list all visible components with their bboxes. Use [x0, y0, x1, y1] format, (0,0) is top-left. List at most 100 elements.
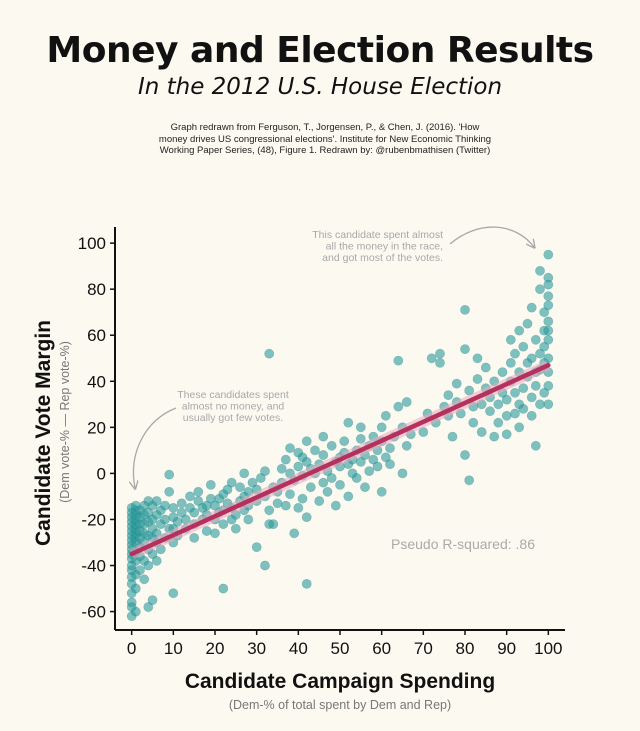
data-point	[339, 436, 350, 447]
data-point	[343, 491, 354, 502]
data-point	[530, 380, 541, 391]
y-tick-label: 20	[87, 418, 106, 437]
data-point	[243, 514, 254, 525]
data-point	[130, 606, 141, 617]
data-point	[160, 500, 170, 511]
data-point	[268, 519, 279, 529]
data-point	[539, 307, 550, 318]
data-point	[526, 302, 537, 313]
data-point	[480, 362, 491, 373]
data-point	[460, 450, 470, 460]
data-point	[255, 473, 266, 483]
data-point	[468, 417, 479, 428]
data-point	[543, 325, 554, 336]
data-point	[310, 445, 320, 456]
data-point	[535, 284, 545, 295]
data-point	[164, 486, 175, 497]
data-point	[189, 533, 200, 543]
data-point	[535, 399, 545, 410]
data-point	[443, 390, 454, 400]
data-point	[351, 473, 362, 483]
data-point	[147, 595, 158, 605]
data-point	[518, 341, 529, 352]
data-point	[464, 475, 475, 486]
data-point	[435, 348, 445, 359]
regression-fit	[129, 360, 551, 560]
data-point	[522, 318, 533, 329]
data-point	[530, 334, 541, 345]
data-point	[397, 468, 408, 479]
data-point	[326, 473, 337, 483]
data-point	[543, 291, 554, 301]
x-tick-label: 0	[127, 639, 136, 658]
data-point	[301, 512, 312, 523]
data-point	[376, 486, 387, 497]
x-axis-subtitle: (Dem-% of total spent by Dem and Rep)	[229, 698, 451, 712]
data-point	[526, 353, 537, 364]
data-point	[143, 560, 154, 571]
data-point	[264, 505, 275, 516]
y-axis-subtitle: (Dem vote-% — Rep vote-%)	[58, 341, 72, 503]
data-point	[393, 401, 404, 412]
data-point	[222, 484, 233, 495]
data-point	[172, 516, 183, 527]
data-point	[460, 344, 470, 354]
data-point	[501, 394, 512, 405]
data-point	[355, 433, 366, 444]
data-point	[526, 392, 537, 403]
data-point	[176, 507, 187, 518]
x-tick-label: 20	[206, 639, 225, 658]
data-point	[543, 380, 554, 391]
annotation-low-spend: usually got few votes.	[183, 412, 283, 424]
source-note: Graph redrawn from Ferguson, T., Jorgens…	[140, 122, 510, 157]
data-point	[151, 496, 162, 506]
data-point	[385, 443, 395, 453]
data-point	[472, 374, 483, 384]
data-point	[189, 507, 200, 518]
data-point	[510, 348, 520, 359]
x-tick-label: 60	[372, 639, 391, 658]
data-point	[497, 367, 508, 377]
data-point	[493, 399, 504, 410]
data-point	[501, 410, 512, 421]
data-point	[143, 602, 154, 612]
data-point	[543, 279, 554, 290]
annotation-high-spend: all the money in the race,	[326, 241, 443, 253]
data-point	[510, 408, 520, 419]
annotation-high-spend: This candidate spent almost	[312, 229, 443, 241]
axes: -60 -40 -20 0 20 40 60 80 100 0 10 20 30 40 50 60 70 80 90…	[78, 227, 565, 658]
source-line: money drives US congressional elections'…	[158, 133, 492, 145]
data-point	[285, 489, 295, 499]
data-point	[314, 496, 325, 506]
data-point	[326, 440, 337, 451]
y-axis-title: Candidate Vote Margin	[32, 320, 55, 546]
data-point	[543, 399, 554, 410]
data-point	[472, 353, 483, 364]
data-point	[343, 417, 354, 428]
data-point	[264, 348, 275, 359]
fit-line	[129, 362, 551, 557]
source-line: Working Paper Series, (48), Figure 1. Re…	[159, 145, 491, 156]
data-point	[435, 357, 445, 368]
data-point	[505, 334, 516, 345]
data-point	[135, 565, 145, 575]
data-point	[401, 440, 412, 451]
x-tick-label: 40	[289, 639, 308, 658]
data-point	[210, 500, 220, 511]
data-point	[322, 486, 333, 497]
data-point	[185, 491, 195, 502]
x-tick-label: 90	[497, 639, 516, 658]
y-tick-label: 40	[87, 372, 106, 391]
data-point	[535, 348, 545, 359]
data-point	[489, 431, 500, 442]
data-point	[476, 427, 487, 437]
data-point	[201, 526, 212, 536]
data-point	[355, 456, 366, 467]
data-point	[530, 440, 541, 451]
data-point	[280, 454, 291, 465]
data-point	[218, 583, 229, 594]
annotation-arrow	[449, 226, 534, 247]
data-point	[364, 466, 375, 476]
y-tick-label: -60	[81, 603, 106, 622]
